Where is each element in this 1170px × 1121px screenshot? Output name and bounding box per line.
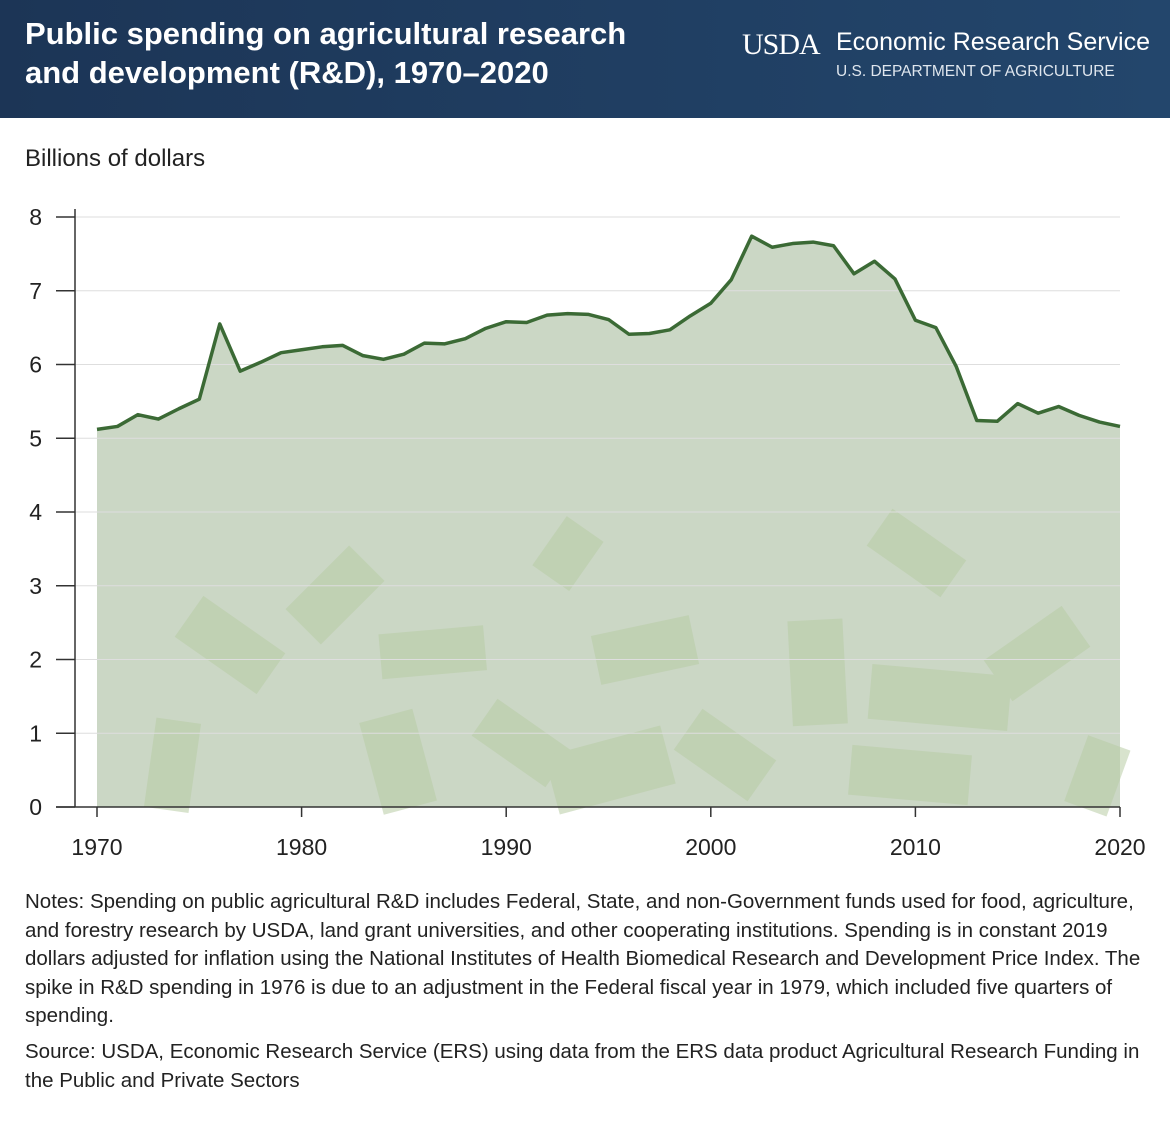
decoration: [143, 508, 1131, 817]
y-tick-label: 6: [29, 352, 42, 378]
header: Public spending on agricultural research…: [0, 0, 1170, 118]
notes: Notes: Spending on public agricultural R…: [25, 890, 1141, 1027]
y-tick-label: 8: [29, 204, 42, 230]
y-tick-label: 3: [29, 573, 42, 599]
y-tick-label: 4: [29, 499, 42, 525]
department: U.S. DEPARTMENT OF AGRICULTURE: [836, 63, 1115, 80]
y-axis-label: Billions of dollars: [25, 145, 205, 172]
organization: Economic Research Service: [836, 28, 1151, 56]
y-tick-label: 2: [29, 647, 42, 673]
area: [97, 236, 1120, 808]
logo: USDA: [742, 28, 821, 61]
x-tick-label: 2000: [685, 834, 736, 860]
x-tick-label: 2010: [890, 834, 941, 860]
chart: Billions of dollars 0 1 2 3 4 5 6 7 8 1970 1980 1990…: [25, 145, 1146, 860]
x-tick-label: 1980: [276, 834, 327, 860]
source: Source: USDA, Economic Research Service …: [25, 1040, 1140, 1092]
y-tick-label: 5: [29, 425, 42, 451]
line: [96, 234, 1121, 432]
chart-title: Public spending on agricultural research…: [25, 16, 627, 90]
y-tick-label: 7: [29, 278, 42, 304]
x-tick-label: 2020: [1094, 834, 1145, 860]
y-tick-label: 1: [29, 720, 42, 746]
y-tick-label: 0: [29, 794, 42, 820]
x-tick-label: 1970: [71, 834, 122, 860]
x-tick-label: 1990: [481, 834, 532, 860]
